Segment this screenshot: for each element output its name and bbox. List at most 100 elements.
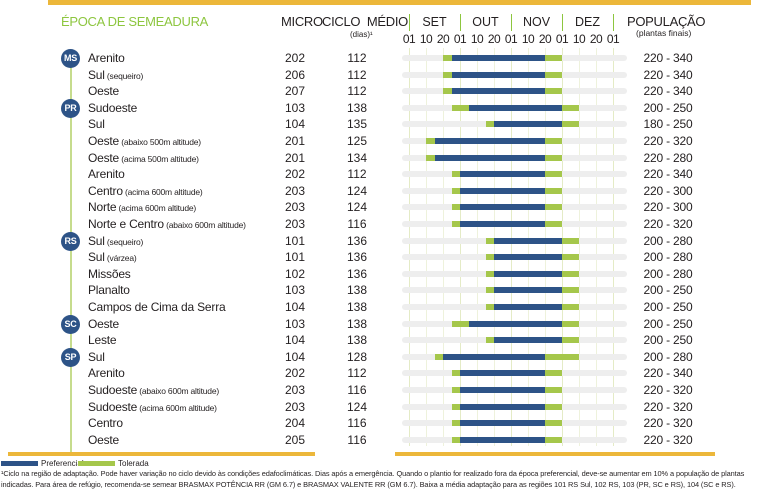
population-value: 200 - 280 [643,349,693,364]
population-value: 220 - 320 [643,399,693,414]
table-row: Centro 204 116 220 - 320 [0,415,759,432]
ciclo-value: 128 [346,349,368,364]
bar-preferencial [460,387,545,393]
region-name: Arenito [88,167,125,181]
table-row: Oeste 207 112 220 - 340 [0,83,759,100]
grid-line [528,48,529,446]
region-name: Campos de Cima da Serra [88,300,226,314]
region-label: Planalto [88,283,130,298]
micro-value: 103 [284,316,306,331]
region-name: Oeste [88,433,119,447]
grid-line [460,48,461,446]
tick-label: 01 [606,32,620,46]
micro-value: 202 [284,51,306,65]
state-group-line [70,58,72,104]
region-name: Norte (acima 600m altitude) [88,200,196,214]
tick-label: 10 [470,32,484,46]
table-row: Oeste 103 138 200 - 250 [0,316,759,333]
ciclo-value: 116 [347,383,367,397]
micro-value: 201 [284,134,306,148]
region-label: Norte e Centro [88,217,164,231]
ciclo-value: 136 [346,233,368,248]
micro-value: 101 [284,233,306,248]
month-separator [613,14,614,31]
bar-preferencial [468,320,562,327]
table-row: Sudoeste (abaixo 600m altitude) 203 116 220… [0,382,759,399]
bar-preferencial [468,104,562,111]
population-value: 220 - 300 [643,183,693,198]
region-label: Sul [88,250,105,265]
population-value: 220 - 340 [643,167,693,182]
table-row: Arenito 202 112 220 - 340 [0,365,759,382]
state-badge: SC [61,314,80,334]
region-label: Oeste [88,432,120,447]
region-label: Norte [88,200,117,215]
micro-value: 206 [284,67,306,82]
micro-value: 102 [284,266,306,281]
bar-preferencial [443,353,545,360]
population-value: 200 - 250 [643,283,693,298]
population-value: 220 - 280 [643,150,693,165]
region-label: Campos de Cima da Serra [88,300,226,314]
grid-line [511,48,512,446]
region-name: Arenito [88,51,125,65]
tick-label: 10 [521,32,535,46]
state-badge: MS [61,49,80,68]
population-value: 200 - 250 [643,100,693,115]
micro-value: 104 [284,333,306,348]
tick-label: 20 [589,32,603,46]
bar-preferencial [434,154,545,161]
month-label: DEZ [575,15,600,29]
micro-value: 104 [284,117,306,132]
state-badge: SP [61,347,80,367]
table-row: Arenito 202 112 220 - 340 [0,50,759,67]
ciclo-value: 116 [347,217,367,231]
micro-value: 203 [284,383,306,397]
tick-label: 01 [453,32,467,46]
month-separator [562,14,563,31]
month-separator [409,14,410,31]
population-value: 200 - 280 [643,233,693,248]
micro-value: 103 [284,100,306,115]
table-row: Sul (sequeiro) 101 136 200 - 280 [0,233,759,250]
tick-label: 01 [555,32,569,46]
bar-preferencial [494,121,562,128]
legend-label-preferencial: Preferencial [41,459,84,468]
bar-preferencial [494,337,562,344]
region-label: Centro [88,416,123,431]
population-value: 220 - 340 [643,51,693,65]
population-value: 220 - 340 [643,84,693,99]
population-value: 220 - 320 [643,416,693,431]
bar-preferencial [460,403,545,410]
table-row: Oeste (acima 500m altitude) 201 134 220 - 2… [0,150,759,167]
region-name: Missões [88,267,131,281]
month-separator [460,14,461,31]
month-label: SET [422,15,447,29]
region-label: Arenito [88,366,125,381]
table-row: Missões 102 136 200 - 280 [0,266,759,283]
month-label: NOV [522,15,551,29]
region-label: Sudoeste [88,100,138,115]
state-badge: RS [61,231,80,251]
population-value: 200 - 250 [643,316,693,331]
region-name: Norte e Centro (abaixo 600m altitude) [88,217,246,231]
grid-line [477,48,478,446]
grid-line [426,48,427,446]
ciclo-value: 124 [346,200,368,215]
bottom-rule-right [395,452,715,456]
region-label: Missões [88,266,131,281]
table-row: Sul 104 135 180 - 250 [0,116,759,133]
region-label: Arenito [88,167,125,182]
tick-label: 01 [402,32,416,46]
column-header-dias: (dias)¹ [350,30,373,39]
tick-label: 20 [538,32,552,46]
ciclo-value: 134 [346,150,368,165]
ciclo-value: 124 [346,399,368,414]
population-value: 200 - 280 [643,250,693,265]
region-name: Oeste (abaixo 500m altitude) [88,134,201,148]
region-label: Oeste [88,316,120,331]
ciclo-value: 135 [346,117,368,132]
table-row: Leste 104 138 200 - 250 [0,332,759,349]
ciclo-value: 125 [346,134,368,148]
table-row: Centro (acima 600m altitude) 203 124 220 - … [0,183,759,200]
